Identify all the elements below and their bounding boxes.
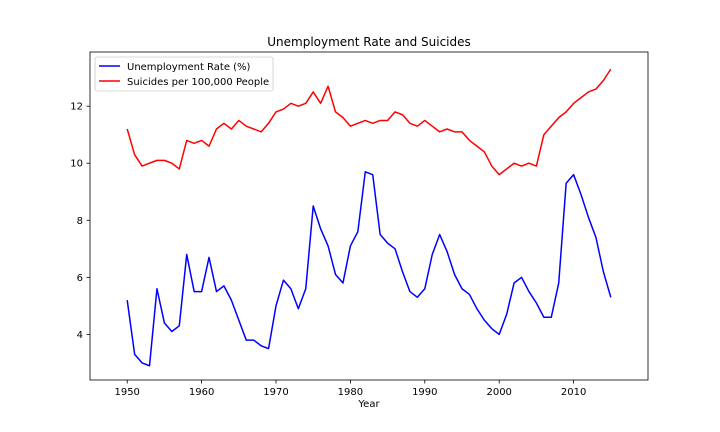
y-tick-label: 10 xyxy=(70,159,83,170)
y-axis: 4 6 8 10 12 xyxy=(70,102,90,341)
series-layer xyxy=(126,68,612,367)
chart-title: Unemployment Rate and Suicides xyxy=(267,35,471,49)
legend-frame xyxy=(94,56,274,92)
x-tick-label: 1980 xyxy=(338,387,363,398)
y-tick-label: 4 xyxy=(77,330,83,341)
legend: Unemployment Rate (%) Suicides per 100,0… xyxy=(94,56,274,92)
legend-label-unemployment: Unemployment Rate (%) xyxy=(127,62,251,73)
x-axis-label: Year xyxy=(357,399,380,410)
x-tick-label: 1960 xyxy=(189,387,214,398)
plot-background xyxy=(90,52,648,380)
x-axis: 1950 1960 1970 1980 1990 2000 2010 xyxy=(114,380,586,398)
series-line-1 xyxy=(126,68,612,176)
x-tick-label: 1990 xyxy=(412,387,437,398)
y-tick-label: 6 xyxy=(77,273,83,284)
series-line-0 xyxy=(126,171,612,367)
y-tick-label: 12 xyxy=(70,102,83,113)
plot-frame xyxy=(89,51,649,381)
y-tick-label: 8 xyxy=(77,216,83,227)
x-tick-label: 2000 xyxy=(486,387,511,398)
legend-label-suicides: Suicides per 100,000 People xyxy=(127,77,269,88)
x-tick-label: 2010 xyxy=(561,387,586,398)
x-tick-label: 1950 xyxy=(114,387,139,398)
x-tick-label: 1970 xyxy=(263,387,288,398)
